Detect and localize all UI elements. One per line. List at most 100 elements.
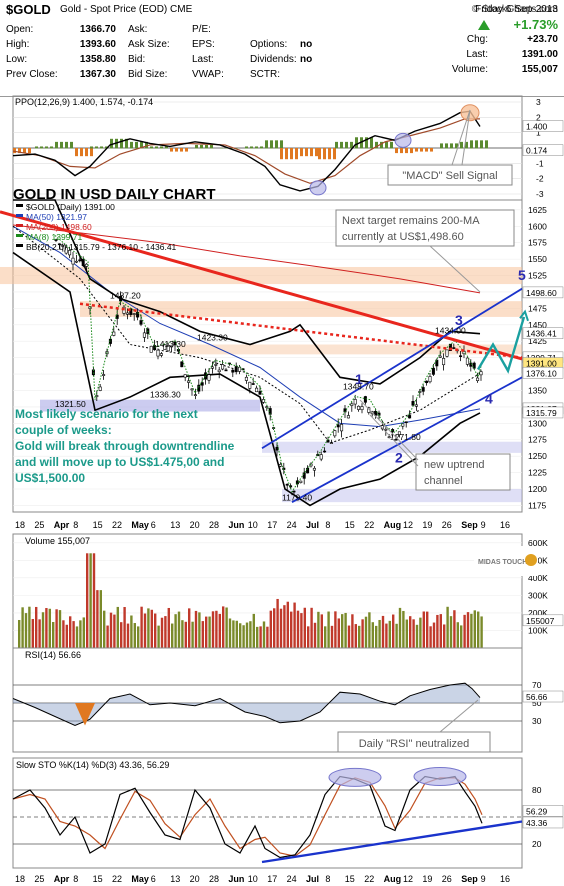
price-candle [333, 430, 337, 437]
ppo-histogram-bar [470, 140, 473, 149]
sto-panel [12, 757, 523, 869]
volume-bar [154, 613, 157, 648]
x-axis-label-bottom: Aug [384, 874, 402, 884]
volume-bar [344, 612, 347, 648]
price-candle [214, 364, 218, 366]
wave-label: 2 [395, 450, 403, 466]
volume-bar [225, 607, 228, 648]
volume-bar [460, 625, 463, 648]
price-value-tag: 1436.41 [526, 329, 557, 339]
sto-support-line [261, 820, 523, 864]
price-y-tick: 1200 [528, 484, 547, 494]
price-candle [183, 374, 187, 378]
ppo-y-tick: -1 [536, 158, 544, 168]
ppo-histogram-bar [260, 146, 263, 149]
channel-annotation-box [415, 453, 511, 491]
volume-bar [201, 621, 204, 648]
volume-bar [286, 601, 289, 648]
bollinger-lower [12, 251, 481, 507]
ppo-histogram-bar [318, 148, 321, 160]
volume-bar [188, 608, 191, 648]
price-candle [139, 320, 143, 325]
quote-header: $GOLD Gold - Spot Price (EOD) CME © Stoc… [0, 0, 564, 97]
price-candle [363, 396, 367, 403]
ppo-histogram-bar [155, 146, 158, 149]
price-candle [278, 464, 282, 467]
volume-bar [405, 619, 408, 648]
price-candle [476, 377, 480, 381]
price-point-label: 1271.80 [390, 432, 421, 442]
price-candle [190, 388, 194, 391]
price-title: GOLD IN USD DAILY CHART [13, 186, 216, 203]
price-candle [132, 313, 136, 315]
wave-label: 5 [518, 267, 526, 283]
price-candle [74, 260, 78, 263]
price-legend-item: MA(50) 1321.97 [26, 212, 87, 222]
price-value-tag: 1315.79 [526, 408, 557, 418]
x-axis-label-bottom: 16 [500, 874, 510, 884]
volume-bar [52, 622, 55, 648]
ppo-histogram-bar [380, 141, 383, 149]
volume-bar [273, 608, 276, 648]
volume-bar [317, 611, 320, 648]
volume-y-tick: 100K [528, 625, 548, 635]
price-candle [350, 403, 354, 406]
price-candle [292, 490, 296, 493]
x-axis-label: 10 [248, 520, 258, 530]
description-text: Gold - Spot Price (EOD) [60, 4, 168, 15]
x-axis-label-bottom: 9 [481, 874, 486, 884]
price-candle [261, 399, 265, 403]
price-candle [319, 454, 323, 460]
volume-value-tag-box [522, 614, 564, 627]
ppo-histogram-bar [70, 141, 73, 149]
options-label: Options: [250, 39, 288, 50]
ppo-line [12, 110, 481, 192]
volume-bar [89, 553, 92, 648]
ppo-histogram-bar [140, 141, 143, 149]
ppo-histogram-bar [250, 146, 253, 149]
price-legend-swatch [16, 244, 23, 247]
sto-d-tag-box [522, 805, 564, 817]
price-candle [197, 384, 201, 392]
rsi-y-tick: 30 [532, 716, 542, 726]
volume-bar [123, 607, 126, 648]
volume-bar [147, 608, 150, 648]
volume-bar [245, 622, 249, 648]
price-point-label: 1336.30 [150, 389, 181, 399]
volume-value-tag: 155007 [526, 616, 555, 626]
price-y-tick: 1250 [528, 451, 547, 461]
volume-bar [300, 613, 303, 648]
price-value-tag: 1391.00 [526, 359, 557, 369]
price-candle [397, 431, 401, 435]
volume-bar [412, 619, 415, 648]
x-axis-label-bottom: 8 [73, 874, 78, 884]
volume-bar [86, 553, 89, 648]
ppo-histogram-bar [65, 141, 68, 149]
price-point-label: 1434.00 [435, 325, 466, 335]
bid-label: Bid: [128, 54, 146, 65]
sto-legend: Slow STO %K(14) %D(3) 43.36, 56.29 [16, 760, 169, 770]
x-axis-label: Jun [228, 520, 244, 530]
ppo-histogram-bar [28, 148, 31, 154]
rsi-legend: RSI(14) 56.66 [25, 650, 81, 660]
volume-bar [208, 616, 211, 648]
volume-bar [279, 608, 283, 648]
volume-bar [446, 606, 449, 648]
ppo-histogram-bar [350, 141, 353, 149]
x-axis-label: 13 [170, 520, 180, 530]
x-axis-label: May [131, 520, 149, 530]
price-y-tick: 1300 [528, 418, 547, 428]
x-axis-label: 15 [93, 520, 103, 530]
resistance-zone [180, 344, 522, 355]
bollinger-mid [12, 225, 481, 444]
ppo-histogram-bar [80, 148, 83, 157]
price-point-label: 1423.30 [197, 332, 228, 342]
projection-path [476, 316, 526, 374]
ppo-histogram-bar [60, 141, 63, 149]
volume-bar [381, 615, 385, 648]
ppo-histogram-bar [205, 144, 208, 149]
target-annotation-line-2: currently at US$1,498.60 [342, 231, 464, 243]
price-candle [306, 467, 310, 474]
volume-bar [456, 622, 459, 648]
